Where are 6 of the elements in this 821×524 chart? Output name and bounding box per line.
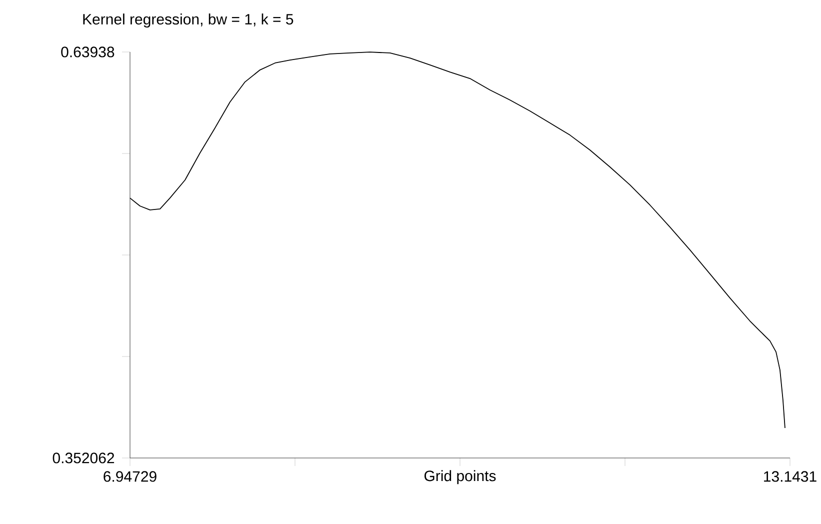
x-tick-label: 6.94729 [104,471,156,482]
x-axis-title: Grid points [424,470,496,484]
chart-title: Kernel regression, bw = 1, k = 5 [83,14,294,28]
y-tick-label: 0.63938 [61,46,114,58]
y-tick-label: 0.352062 [52,452,114,464]
x-tick-label: 13.1431 [764,471,816,482]
